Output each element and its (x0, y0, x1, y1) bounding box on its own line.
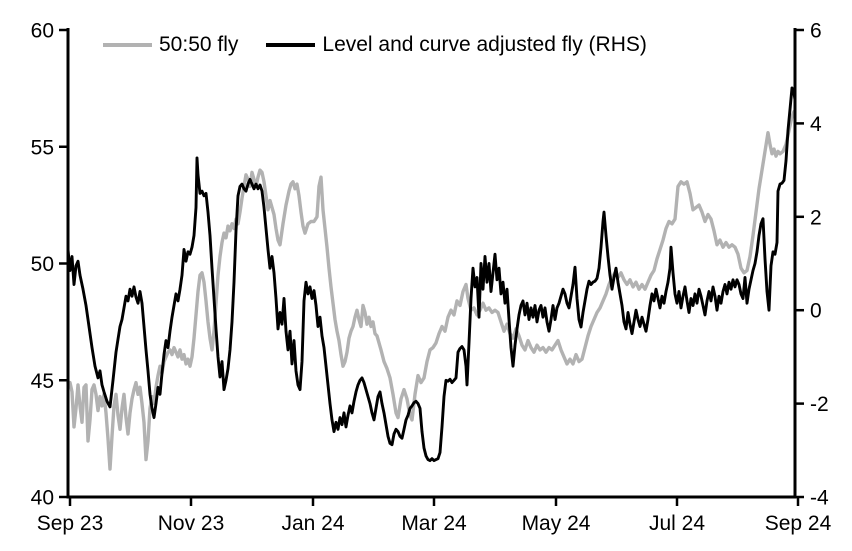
legend-label-level-curve-fly: Level and curve adjusted fly (RHS) (322, 33, 647, 56)
black-line-swatch (266, 42, 316, 47)
y-left-tick-label: 40 (31, 487, 54, 510)
legend: 50:50 fly Level and curve adjusted fly (… (103, 34, 647, 55)
x-tick-label: Sep 24 (765, 512, 832, 535)
legend-label-50-50-fly: 50:50 fly (159, 33, 239, 56)
y-right-tick-label: -4 (810, 487, 829, 510)
series-line-50-50-fly (66, 109, 796, 471)
x-tick-label: May 24 (522, 512, 591, 535)
gray-line-swatch (103, 42, 152, 47)
y-left-tick-label: 55 (31, 136, 54, 159)
series-line-level-and-curve-adjusted-fly (66, 86, 797, 463)
legend-item-50-50-fly: 50:50 fly (103, 34, 238, 55)
x-tick-label: Jul 24 (649, 512, 705, 535)
y-right-tick-label: 0 (810, 300, 822, 323)
x-tick-label: Mar 24 (401, 512, 467, 535)
y-right-tick-label: 4 (810, 113, 822, 136)
legend-item-level-curve-fly: Level and curve adjusted fly (RHS) (266, 34, 647, 55)
y-left-tick-label: 60 (31, 20, 54, 43)
y-left-tick-label: 50 (31, 253, 54, 276)
x-tick-label: Jan 24 (281, 512, 344, 535)
y-left-tick-label: 45 (31, 370, 54, 393)
y-right-tick-label: -2 (810, 393, 829, 416)
x-tick-label: Sep 23 (37, 512, 104, 535)
y-right-tick-label: 6 (810, 20, 822, 43)
y-right-tick-label: 2 (810, 206, 822, 229)
x-tick-label: Nov 23 (158, 512, 225, 535)
